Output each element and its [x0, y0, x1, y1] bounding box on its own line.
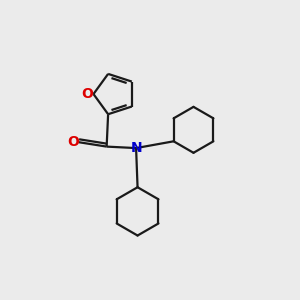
Text: O: O: [68, 135, 79, 149]
Text: N: N: [130, 141, 142, 155]
Text: O: O: [82, 87, 94, 101]
